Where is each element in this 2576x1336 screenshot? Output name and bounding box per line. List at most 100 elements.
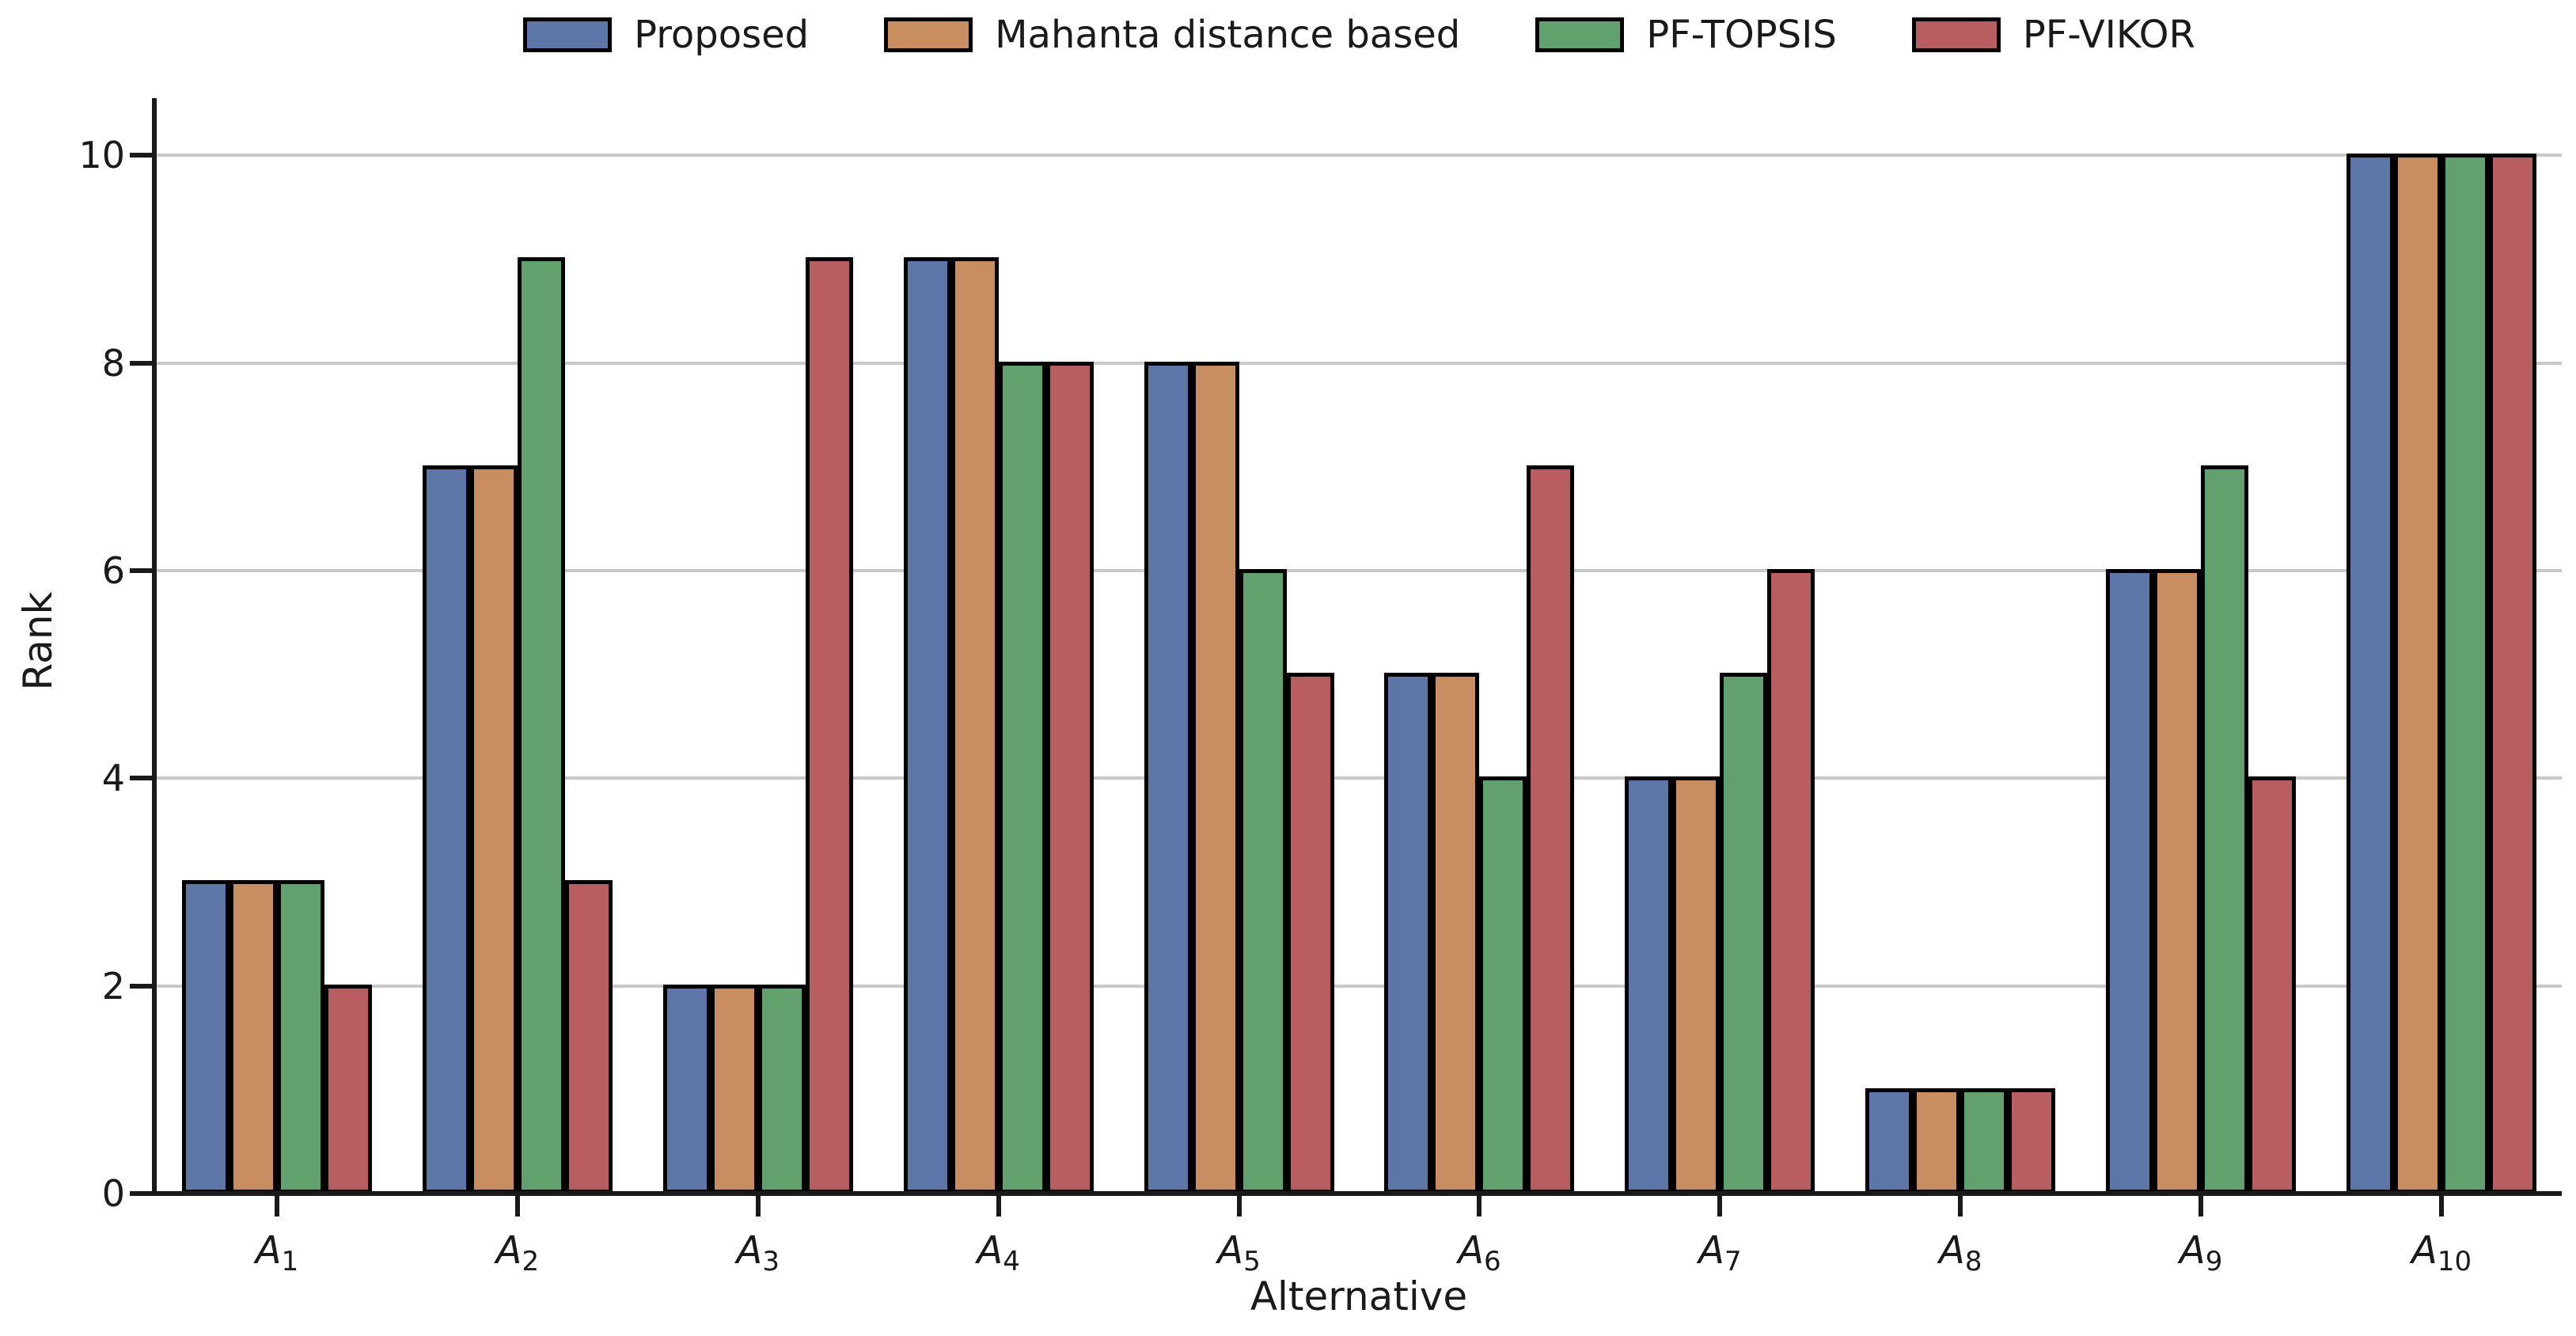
x-tick-label-A4: A4 bbox=[912, 1225, 1086, 1287]
y-tick-label-6: 6 bbox=[101, 548, 125, 592]
bar-A10-Mahanta-distance-based bbox=[2394, 154, 2442, 1194]
bar-A3-Proposed bbox=[662, 984, 711, 1194]
x-tick-A9 bbox=[2199, 1196, 2204, 1216]
chart-legend: Proposed Mahanta distance based PF-TOPSIS P… bbox=[157, 9, 2562, 60]
bar-A5-Proposed bbox=[1144, 361, 1192, 1194]
y-tick-8 bbox=[130, 360, 157, 366]
bar-A6-Mahanta-distance-based bbox=[1432, 673, 1480, 1194]
legend-item-0: Proposed bbox=[523, 13, 809, 57]
gridline-y8 bbox=[157, 361, 2562, 365]
bar-A8-Proposed bbox=[1865, 1087, 1914, 1194]
x-tick-label-A1: A1 bbox=[190, 1225, 364, 1287]
y-tick-4 bbox=[130, 776, 157, 781]
bar-A8-Mahanta-distance-based bbox=[1913, 1087, 1961, 1194]
bar-A7-Proposed bbox=[1625, 776, 1673, 1194]
legend-swatch-icon bbox=[523, 17, 613, 52]
bar-A4-PF-VIKOR bbox=[1045, 361, 1094, 1194]
category-label-subscript: 6 bbox=[1484, 1246, 1501, 1277]
bar-A5-PF-VIKOR bbox=[1286, 673, 1334, 1194]
legend-item-2: PF-TOPSIS bbox=[1535, 13, 1837, 57]
x-tick-label-A2: A2 bbox=[431, 1225, 605, 1287]
bar-A4-PF-TOPSIS bbox=[998, 361, 1046, 1194]
legend-swatch-icon bbox=[1535, 17, 1625, 52]
y-tick-2 bbox=[130, 983, 157, 989]
y-tick-0 bbox=[130, 1191, 157, 1196]
gridline-y10 bbox=[157, 154, 2562, 158]
x-tick-A6 bbox=[1477, 1196, 1482, 1216]
bar-A5-PF-TOPSIS bbox=[1239, 568, 1287, 1194]
category-label-subscript: 2 bbox=[522, 1246, 540, 1277]
bar-A1-PF-VIKOR bbox=[324, 984, 372, 1194]
x-tick-label-A6: A6 bbox=[1392, 1225, 1566, 1287]
gridline-y2 bbox=[157, 984, 2562, 988]
category-label-base: A bbox=[1939, 1228, 1965, 1273]
x-tick-A1 bbox=[274, 1196, 279, 1216]
x-axis-spine bbox=[152, 1191, 2562, 1196]
legend-item-1: Mahanta distance based bbox=[884, 13, 1460, 57]
bar-A1-Mahanta-distance-based bbox=[229, 880, 277, 1194]
x-axis-title: Alternative bbox=[1250, 1273, 1468, 1319]
bar-A4-Mahanta-distance-based bbox=[950, 257, 999, 1194]
y-tick-label-2: 2 bbox=[101, 964, 125, 1008]
bar-A9-PF-TOPSIS bbox=[2201, 465, 2249, 1194]
bar-A6-Proposed bbox=[1384, 673, 1432, 1194]
x-tick-A7 bbox=[1717, 1196, 1723, 1216]
category-label-base: A bbox=[2179, 1228, 2206, 1273]
bar-A9-PF-VIKOR bbox=[2248, 776, 2297, 1194]
legend-label: PF-VIKOR bbox=[2022, 13, 2195, 57]
bar-A7-PF-VIKOR bbox=[1767, 568, 1815, 1194]
gridline-y4 bbox=[157, 776, 2562, 780]
category-label-base: A bbox=[1698, 1228, 1724, 1273]
x-tick-label-A3: A3 bbox=[671, 1225, 845, 1287]
x-tick-A3 bbox=[755, 1196, 761, 1216]
x-tick-A5 bbox=[1236, 1196, 1242, 1216]
category-label-base: A bbox=[1458, 1228, 1485, 1273]
category-label-subscript: 8 bbox=[1964, 1246, 1982, 1277]
bar-A3-PF-TOPSIS bbox=[757, 984, 806, 1194]
bar-A3-PF-VIKOR bbox=[805, 257, 853, 1194]
bar-A6-PF-TOPSIS bbox=[1479, 776, 1527, 1194]
y-tick-label-8: 8 bbox=[101, 341, 125, 385]
legend-swatch-icon bbox=[1911, 17, 2001, 52]
bar-A1-PF-TOPSIS bbox=[276, 880, 324, 1194]
y-tick-6 bbox=[130, 567, 157, 573]
category-label-base: A bbox=[255, 1228, 282, 1273]
x-tick-label-A5: A5 bbox=[1152, 1225, 1326, 1287]
bar-A7-PF-TOPSIS bbox=[1720, 673, 1768, 1194]
bar-A9-Mahanta-distance-based bbox=[2153, 568, 2202, 1194]
category-label-subscript: 3 bbox=[762, 1246, 780, 1277]
legend-swatch-icon bbox=[884, 17, 973, 52]
y-tick-label-4: 4 bbox=[101, 757, 125, 800]
bar-A2-PF-TOPSIS bbox=[517, 257, 565, 1194]
bar-A9-Proposed bbox=[2106, 568, 2154, 1194]
category-label-subscript: 10 bbox=[2437, 1246, 2472, 1277]
category-label-base: A bbox=[977, 1228, 1003, 1273]
x-tick-label-A10: A10 bbox=[2354, 1225, 2529, 1287]
y-tick-label-0: 0 bbox=[101, 1172, 125, 1215]
category-label-subscript: 1 bbox=[281, 1246, 299, 1277]
bar-A2-Proposed bbox=[422, 465, 470, 1194]
bar-A3-Mahanta-distance-based bbox=[710, 984, 758, 1194]
legend-label: Proposed bbox=[634, 13, 810, 57]
y-tick-10 bbox=[130, 153, 157, 158]
bar-A4-Proposed bbox=[903, 257, 951, 1194]
x-tick-A10 bbox=[2439, 1196, 2445, 1216]
bar-A2-Mahanta-distance-based bbox=[469, 465, 518, 1194]
legend-label: Mahanta distance based bbox=[995, 13, 1461, 57]
category-label-subscript: 7 bbox=[1724, 1246, 1742, 1277]
bar-A2-PF-VIKOR bbox=[564, 880, 613, 1194]
category-label-base: A bbox=[736, 1228, 763, 1273]
legend-item-3: PF-VIKOR bbox=[1911, 13, 2195, 57]
x-tick-A8 bbox=[1958, 1196, 1963, 1216]
bar-A8-PF-VIKOR bbox=[2008, 1087, 2056, 1194]
bar-A10-Proposed bbox=[2346, 154, 2395, 1194]
category-label-base: A bbox=[495, 1228, 522, 1273]
x-tick-A4 bbox=[996, 1196, 1001, 1216]
x-tick-label-A7: A7 bbox=[1633, 1225, 1807, 1287]
y-tick-label-10: 10 bbox=[78, 134, 125, 177]
bar-A6-PF-VIKOR bbox=[1527, 465, 1575, 1194]
category-label-base: A bbox=[2411, 1228, 2438, 1273]
bar-A7-Mahanta-distance-based bbox=[1672, 776, 1720, 1194]
x-tick-label-A8: A8 bbox=[1873, 1225, 2047, 1287]
